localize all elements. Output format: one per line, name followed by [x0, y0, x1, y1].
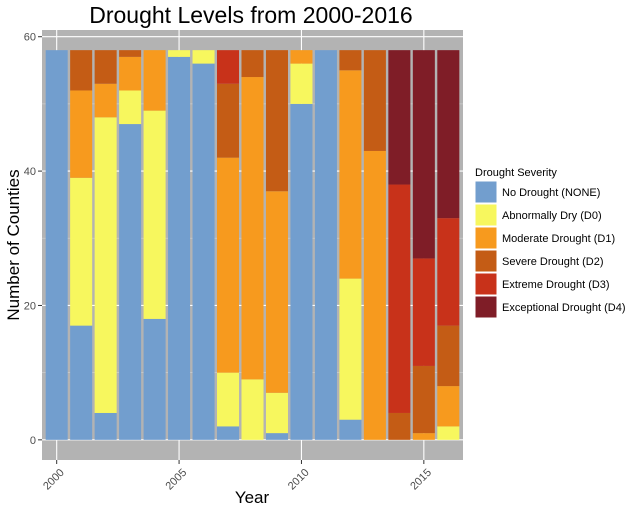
bar-segment-2004-s2: [143, 50, 166, 111]
legend-label-1: Abnormally Dry (D0): [502, 210, 602, 222]
x-tick-label: 2015: [408, 467, 434, 493]
bar-segment-2014-s4: [388, 184, 411, 413]
bar-segment-2005-s0: [168, 56, 191, 440]
x-axis-title: Year: [235, 488, 270, 507]
bar-segment-2013-s3: [363, 50, 386, 151]
legend-label-4: Extreme Drought (D3): [502, 279, 610, 291]
bar-segment-2002-s3: [94, 50, 117, 84]
bar-segment-2001-s2: [70, 90, 93, 178]
legend-label-0: No Drought (NONE): [502, 187, 600, 199]
bar-segment-2003-s3: [119, 50, 142, 57]
bar-segment-2011-s0: [314, 50, 337, 440]
bar-segment-2015-s5: [412, 50, 435, 259]
bar-segment-2003-s2: [119, 56, 142, 91]
chart-title: Drought Levels from 2000-2016: [89, 2, 412, 28]
bar-segment-2000-s0: [45, 50, 68, 440]
bar-segment-2016-s3: [437, 325, 460, 387]
bar-segment-2007-s3: [217, 83, 240, 158]
legend-label-2: Moderate Drought (D1): [502, 233, 615, 245]
bar-segment-2006-s0: [192, 63, 215, 440]
x-tick-label: 2005: [163, 467, 189, 493]
bar-segment-2016-s5: [437, 50, 460, 219]
bar-segment-2003-s1: [119, 90, 142, 125]
bar-segment-2008-s2: [241, 77, 264, 380]
bars-group: [45, 50, 460, 440]
x-tick-label: 2010: [286, 467, 312, 493]
bar-segment-2012-s1: [339, 278, 362, 420]
bar-segment-2012-s3: [339, 50, 362, 71]
legend: Drought Severity No Drought (NONE) Abnorm…: [474, 167, 626, 319]
legend-key-1: [474, 203, 498, 227]
bar-segment-2002-s2: [94, 83, 117, 118]
bar-segment-2008-s3: [241, 50, 264, 78]
legend-key-4: [474, 272, 498, 296]
bar-segment-2006-s1: [192, 50, 215, 64]
bar-segment-2001-s1: [70, 177, 93, 326]
bar-segment-2009-s2: [265, 191, 288, 393]
legend-key-5: [474, 295, 498, 319]
bar-segment-2003-s0: [119, 124, 142, 440]
bar-segment-2001-s0: [70, 325, 93, 440]
bar-segment-2015-s2: [412, 433, 435, 440]
legend-key-2: [474, 226, 498, 250]
bar-segment-2013-s2: [363, 150, 386, 440]
bar-segment-2009-s3: [265, 50, 288, 192]
y-tick-label: 0: [30, 435, 36, 447]
bar-segment-2014-s5: [388, 50, 411, 185]
bar-segment-2002-s0: [94, 412, 117, 440]
bar-segment-2016-s2: [437, 386, 460, 427]
y-axis-title: Number of Counties: [4, 169, 23, 320]
legend-title: Drought Severity: [475, 167, 557, 179]
bar-segment-2007-s1: [217, 372, 240, 427]
bar-segment-2008-s1: [241, 379, 264, 440]
bar-segment-2004-s0: [143, 318, 166, 440]
y-axis: 0 20 40 60: [24, 32, 42, 447]
legend-label-3: Severe Drought (D2): [502, 256, 604, 268]
bar-segment-2001-s3: [70, 50, 93, 91]
bar-segment-2007-s4: [217, 50, 240, 84]
legend-key-3: [474, 249, 498, 273]
bar-segment-2010-s0: [290, 103, 313, 440]
y-tick-label: 40: [24, 166, 36, 178]
bar-segment-2010-s2: [290, 50, 313, 64]
x-tick-label: 2000: [41, 467, 67, 493]
legend-key-0: [474, 180, 498, 204]
y-tick-label: 20: [24, 300, 36, 312]
bar-segment-2005-s1: [168, 50, 191, 57]
y-tick-label: 60: [24, 32, 36, 44]
bar-segment-2016-s4: [437, 218, 460, 326]
bar-segment-2009-s1: [265, 392, 288, 434]
bar-segment-2012-s2: [339, 70, 362, 279]
bar-segment-2014-s3: [388, 412, 411, 440]
bar-segment-2016-s1: [437, 426, 460, 440]
bar-segment-2015-s3: [412, 365, 435, 434]
bar-segment-2009-s0: [265, 433, 288, 440]
bar-segment-2007-s2: [217, 157, 240, 373]
bar-segment-2012-s0: [339, 419, 362, 440]
bar-segment-2010-s1: [290, 63, 313, 104]
bar-segment-2007-s0: [217, 426, 240, 440]
bar-segment-2002-s1: [94, 117, 117, 413]
legend-label-5: Exceptional Drought (D4): [502, 302, 626, 314]
bar-segment-2004-s1: [143, 110, 166, 319]
bar-segment-2015-s4: [412, 258, 435, 366]
